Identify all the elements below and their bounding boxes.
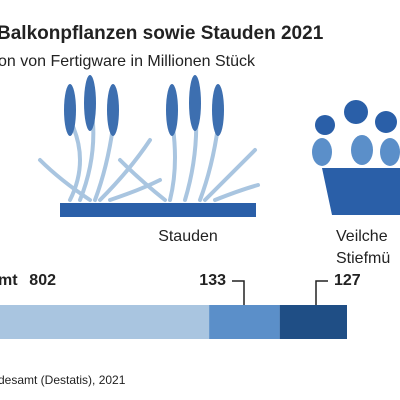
- total-value: 802: [29, 272, 56, 289]
- chart-title: Balkonpflanzen sowie Stauden 2021: [0, 23, 324, 44]
- callout: [232, 280, 245, 305]
- stauden-flowers: [64, 75, 224, 136]
- value-label: 133: [199, 272, 226, 289]
- bar-segment: [209, 305, 280, 339]
- category-label-text: Veilche Stiefmü: [336, 228, 390, 267]
- category-label: Veilche Stiefmü: [336, 228, 390, 267]
- callout: [315, 280, 328, 305]
- veilchen-icon: [312, 100, 400, 215]
- stauden-icon: [38, 98, 260, 202]
- source: desamt (Destatis), 2021: [0, 373, 126, 387]
- value-label: 127: [334, 272, 361, 289]
- category-label: Stauden: [158, 228, 218, 245]
- bars: [0, 305, 347, 339]
- chart-subtitle: on von Fertigware in Millionen Stück: [0, 53, 256, 70]
- stauden-base: [60, 203, 256, 217]
- total-label: mt: [0, 272, 18, 289]
- bar-segment: [279, 305, 347, 339]
